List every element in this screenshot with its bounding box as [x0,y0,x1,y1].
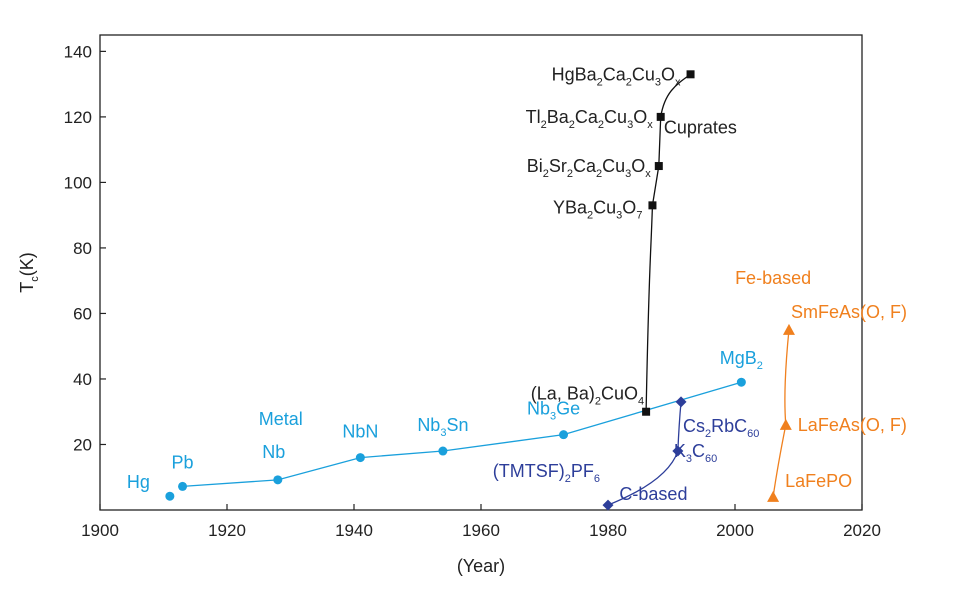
point-label: Cs2RbC60 [683,416,759,440]
marker-cuprate [642,407,651,416]
marker-iron [767,490,780,502]
y-tick-label: 120 [64,108,92,127]
point-label: MgB2 [720,348,763,372]
y-tick-label: 100 [64,173,92,192]
point-label: SmFeAs(O, F) [791,302,907,322]
marker-metal [559,430,569,440]
y-axis-label: Tc(K) [17,252,41,293]
annotation-cuprates: Cuprates [664,117,737,137]
marker-cuprate [648,201,657,210]
series-markers [165,70,795,511]
point-label: LaFePO [785,471,852,491]
y-tick-label: 60 [73,304,92,323]
marker-carbon [675,396,687,408]
point-label: Bi2Sr2Ca2Cu3Ox [527,156,652,180]
x-tick-label: 1980 [589,521,627,540]
marker-cuprate [686,70,695,79]
marker-carbon [672,445,684,457]
point-label: Nb3Ge [527,399,580,423]
point-label: Hg [127,472,150,492]
marker-cuprate [654,162,663,171]
x-tick-label: 2000 [716,521,754,540]
x-tick-label: 2020 [843,521,881,540]
point-label: Pb [172,452,194,472]
annotation-iron: Fe-based [735,268,811,288]
point-label: Nb [262,442,285,462]
x-tick-label: 1900 [81,521,119,540]
curve-cuprate [645,73,691,412]
point-label: K3C60 [674,441,717,465]
marker-metal [273,475,283,485]
annotation-metal: Metal [259,409,303,429]
y-tick-label: 20 [73,435,92,454]
point-label: (TMTSF)2PF6 [493,461,600,485]
annotation-carbon: C-based [619,484,687,504]
marker-metal [736,377,746,387]
point-label: HgBa2Ca2Cu3Ox [552,64,681,88]
marker-metal [165,491,175,501]
y-tick-label: 80 [73,239,92,258]
curve-metal [182,381,742,488]
x-tick-label: 1940 [335,521,373,540]
marker-carbon [602,499,614,511]
group-annotations: Metal Cuprates C-based Fe-based [259,117,811,504]
marker-iron [782,323,795,335]
marker-metal [178,481,188,491]
point-label: Tl2Ba2Ca2Cu3Ox [526,107,654,131]
point-labels: Hg Pb Nb NbN Nb3Sn Nb3Ge MgB2 (La, Ba)2CuO4 YBa2… [127,64,907,492]
point-label: YBa2Cu3O7 [553,197,642,221]
y-tick-label: 140 [64,42,92,61]
marker-iron [779,418,792,430]
point-label: (La, Ba)2CuO4 [531,384,644,408]
marker-metal [355,453,365,463]
y-tick-label: 40 [73,370,92,389]
point-label: Nb3Sn [417,415,468,439]
point-label: LaFeAs(O, F) [798,415,907,435]
marker-metal [438,446,448,456]
x-axis-label: (Year) [457,556,505,576]
point-label: NbN [342,422,378,442]
x-tick-label: 1920 [208,521,246,540]
y-axis: 20 40 60 80 100 120 140 [64,42,106,454]
x-tick-label: 1960 [462,521,500,540]
marker-cuprate [656,112,665,121]
